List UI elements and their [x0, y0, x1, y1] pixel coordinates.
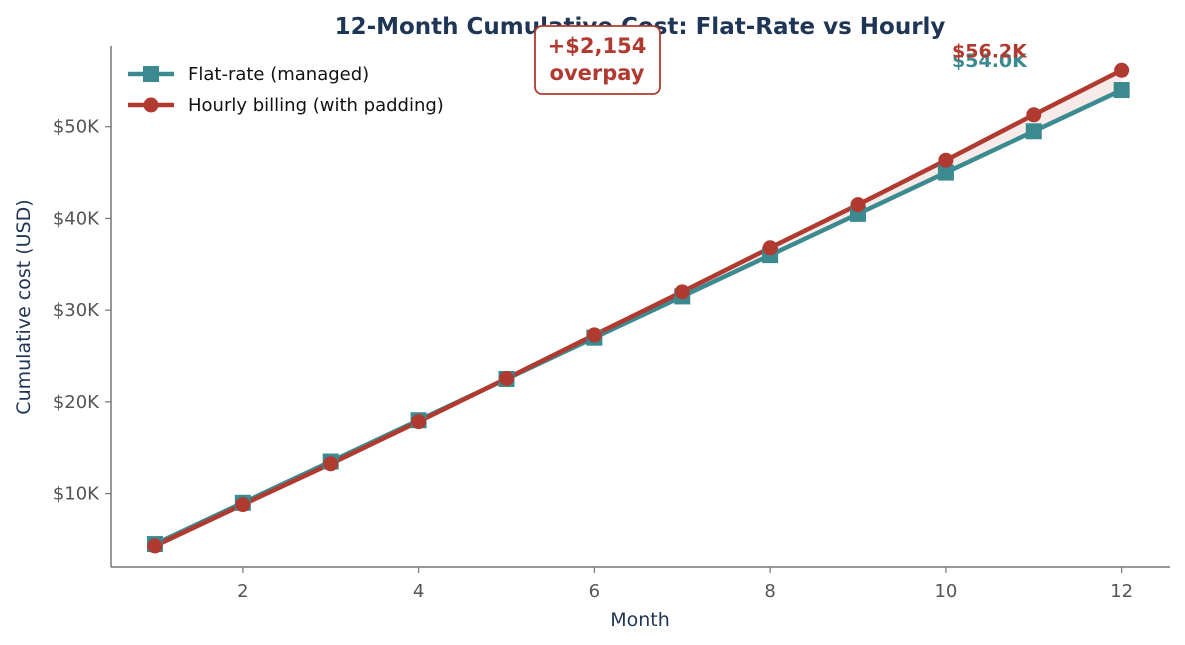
y-tick-label: $50K: [53, 117, 100, 138]
data-point-square: [937, 164, 954, 181]
legend-item-1: Flat-rate (managed): [128, 64, 369, 85]
x-ticks: 2 4 6 8 10 12: [237, 567, 1133, 602]
series-markers: [146, 62, 1130, 554]
y-tick-label: $30K: [53, 300, 100, 321]
overpay-annotation-box: [534, 25, 661, 95]
overpay-annotation: +$2,154 overpay: [534, 25, 661, 95]
overpay-annotation-amount: +$2,154: [548, 34, 647, 58]
data-point-square: [1025, 123, 1042, 140]
legend-item-2: Hourly billing (with padding): [128, 95, 444, 116]
data-point-square: [1113, 82, 1130, 99]
legend-label: Hourly billing (with padding): [188, 95, 444, 116]
overpay-annotation-caption: overpay: [550, 61, 645, 85]
data-point-circle: [674, 284, 690, 300]
data-point-circle: [411, 414, 427, 430]
hourly-end-label: $56.2K: [952, 40, 1028, 62]
axes: 2 4 6 8 10 12 $10K $20K $30K $40K $50K: [53, 46, 1170, 602]
x-tick-label: 4: [413, 581, 424, 602]
x-axis-label: Month: [610, 609, 670, 631]
data-point-circle: [323, 456, 339, 472]
legend: Flat-rate (managed) Hourly billing (with …: [128, 64, 444, 116]
flat-rate-end-label: $54.0K: [952, 50, 1028, 72]
plot-area: [146, 62, 1130, 554]
series-lines: [153, 68, 1123, 548]
data-point-circle: [235, 497, 251, 513]
data-point-circle: [938, 152, 954, 168]
data-point-circle: [498, 371, 514, 387]
end-labels: $54.0K$56.2K: [952, 40, 1028, 72]
y-tick-label: $10K: [53, 484, 100, 505]
y-ticks: $10K $20K $30K $40K $50K: [53, 117, 111, 505]
x-tick-label: 12: [1110, 581, 1133, 602]
x-tick-label: 10: [934, 581, 957, 602]
data-point-circle: [586, 327, 602, 343]
y-axis-label: Cumulative cost (USD): [13, 199, 35, 414]
x-tick-label: 2: [237, 581, 248, 602]
legend-circle-marker: [143, 97, 159, 113]
x-tick-label: 8: [764, 581, 775, 602]
data-point-circle: [1026, 107, 1042, 123]
legend-square-marker: [143, 66, 159, 82]
y-tick-label: $20K: [53, 392, 100, 413]
data-point-circle: [762, 240, 778, 256]
series-line-2: [153, 68, 1123, 548]
legend-label: Flat-rate (managed): [188, 64, 369, 85]
data-point-circle: [1114, 62, 1130, 78]
data-point-circle: [147, 538, 163, 554]
x-tick-label: 6: [589, 581, 600, 602]
data-point-circle: [850, 197, 866, 213]
y-tick-label: $40K: [53, 208, 100, 229]
